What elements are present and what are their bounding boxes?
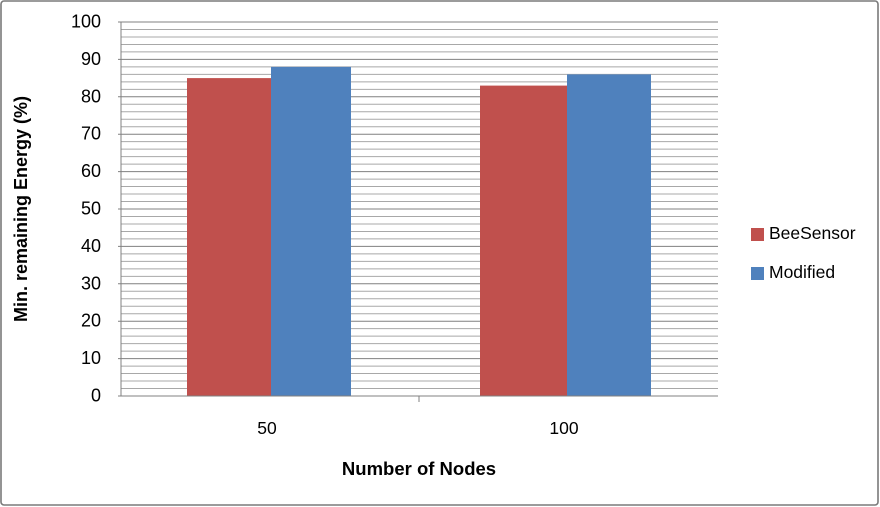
svg-text:100: 100: [549, 418, 578, 438]
svg-text:0: 0: [91, 386, 101, 406]
svg-text:90: 90: [81, 49, 101, 69]
svg-text:Modified: Modified: [769, 262, 835, 282]
svg-text:50: 50: [81, 199, 101, 219]
svg-text:40: 40: [81, 236, 101, 256]
svg-text:20: 20: [81, 311, 101, 331]
svg-text:30: 30: [81, 273, 101, 293]
svg-text:100: 100: [71, 12, 101, 32]
svg-text:BeeSensor: BeeSensor: [769, 223, 856, 243]
svg-text:50: 50: [257, 418, 277, 438]
svg-text:80: 80: [81, 86, 101, 106]
svg-text:70: 70: [81, 124, 101, 144]
svg-text:60: 60: [81, 161, 101, 181]
svg-text:Number of Nodes: Number of Nodes: [342, 458, 496, 479]
svg-text:10: 10: [81, 348, 101, 368]
svg-text:Min. remaining Energy (%): Min. remaining Energy (%): [11, 96, 31, 322]
